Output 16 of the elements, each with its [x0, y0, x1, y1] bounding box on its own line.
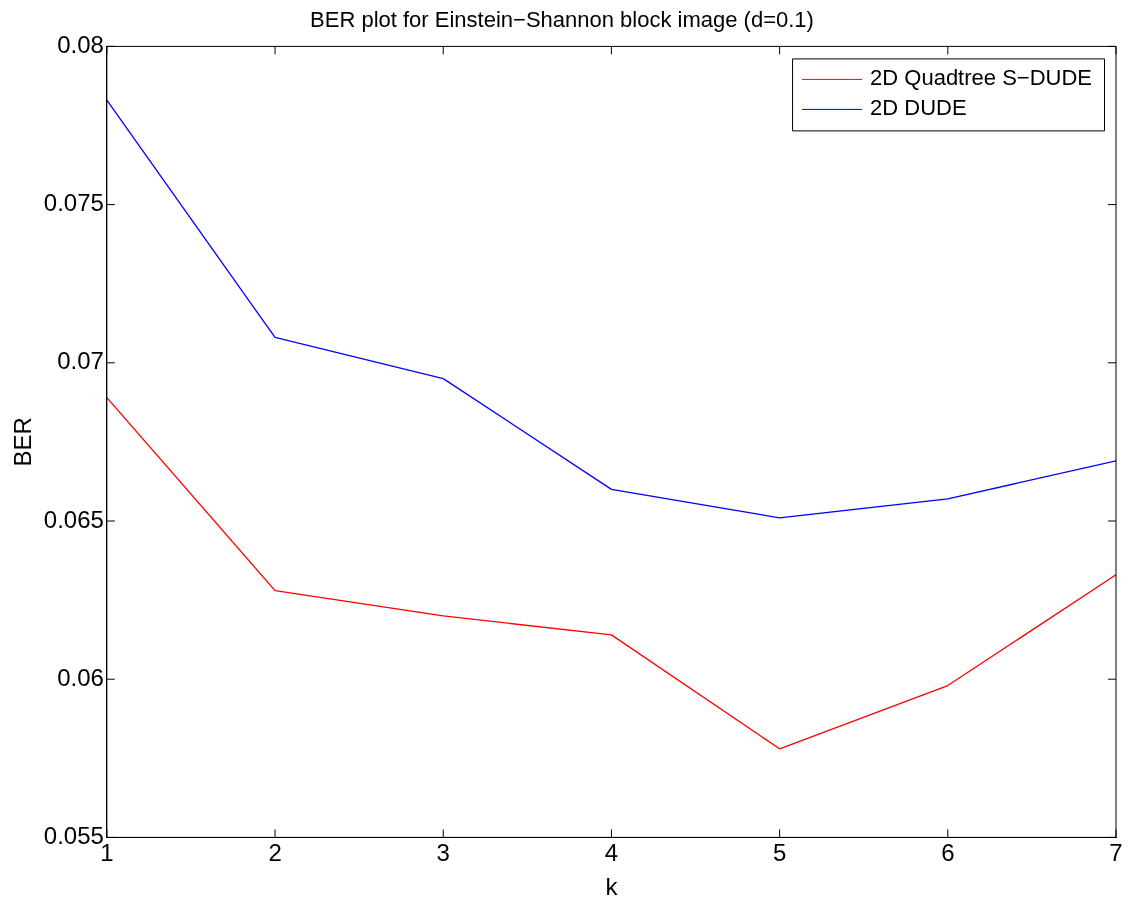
- x-axis-title: k: [605, 873, 619, 901]
- chart-title: BER plot for Einstein−Shannon block image (d=0.1): [310, 7, 814, 33]
- y-tick-label: 0.06: [57, 663, 104, 691]
- y-tick-label: 0.07: [57, 347, 104, 375]
- legend-label: 2D DUDE: [870, 95, 967, 121]
- y-axis-title: BER: [9, 417, 37, 467]
- y-tick-label: 0.075: [43, 189, 104, 217]
- legend-label: 2D Quadtree S−DUDE: [870, 65, 1092, 91]
- y-tick-label: 0.08: [57, 31, 104, 59]
- x-tick-label: 6: [941, 839, 955, 867]
- x-tick-label: 2: [268, 839, 282, 867]
- x-tick-label: 5: [772, 839, 787, 867]
- x-tick-label: 3: [436, 839, 450, 867]
- y-tick-label: 0.065: [43, 505, 104, 533]
- x-tick-label: 4: [604, 839, 619, 867]
- x-tick-label: 7: [1109, 839, 1123, 867]
